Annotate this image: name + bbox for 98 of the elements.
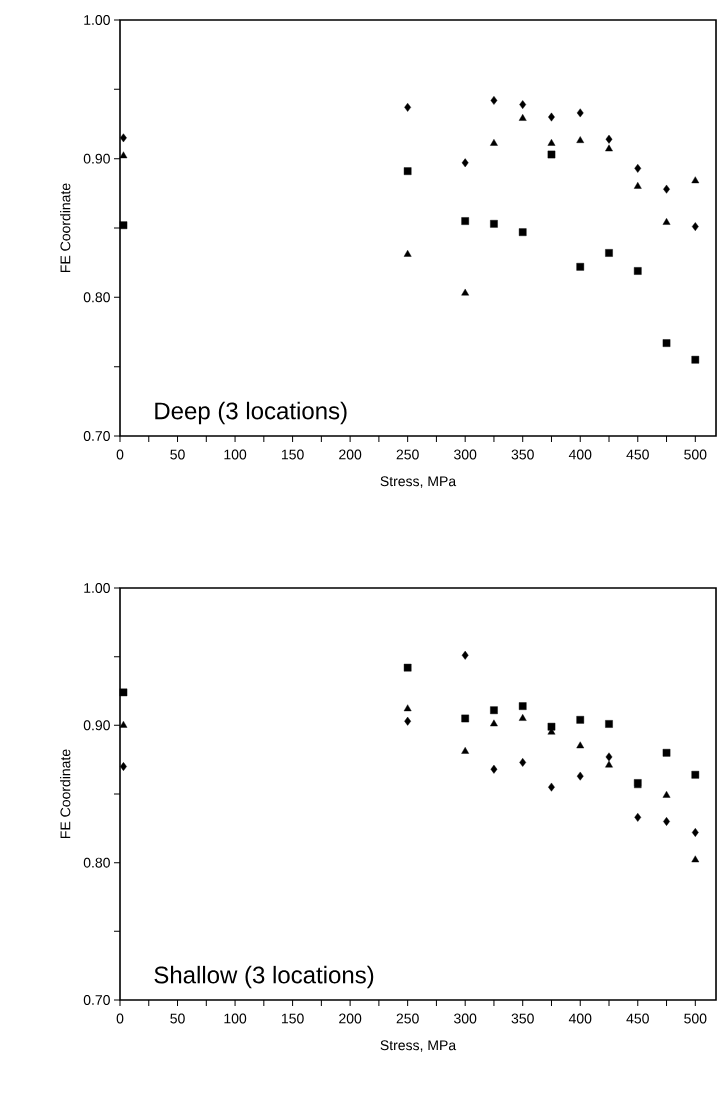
point (605, 760, 613, 768)
x-tick-label: 50 (170, 1013, 185, 1024)
y-axis-title: FE Coordinate (60, 749, 71, 838)
x-tick-label: 0 (116, 449, 124, 460)
point (119, 720, 128, 728)
point (576, 741, 585, 749)
point (461, 217, 469, 225)
point (548, 112, 555, 122)
point (662, 749, 671, 757)
y-tick-label: 0.70 (83, 995, 110, 1005)
point (576, 136, 585, 143)
x-axis-title: Stress, MPa (380, 476, 457, 488)
point (576, 771, 584, 781)
x-tick-label: 300 (454, 449, 477, 460)
point (691, 176, 700, 184)
point (663, 184, 670, 194)
annotation: Shallow (3 locations) (154, 965, 374, 989)
x-tick-label: 300 (454, 1013, 477, 1024)
x-tick-label: 500 (684, 1013, 707, 1024)
point (403, 249, 412, 257)
point (663, 817, 670, 826)
point (605, 144, 613, 152)
x-tick-label: 450 (626, 1013, 649, 1024)
point (576, 263, 585, 271)
point (547, 139, 556, 146)
y-tick-label: 0.90 (83, 720, 110, 731)
point (547, 150, 556, 159)
x-tick-label: 100 (224, 1013, 247, 1024)
y-axis-title: FE Coordinate (60, 183, 71, 272)
x-axis-title: Stress, MPa (380, 1040, 457, 1052)
point (518, 228, 527, 236)
y-tick-label: 0.80 (83, 857, 110, 868)
point (490, 96, 498, 105)
point (490, 706, 498, 715)
point (461, 714, 469, 723)
point (404, 102, 411, 112)
point (519, 758, 527, 767)
point (605, 134, 613, 144)
point (461, 747, 470, 754)
y-tick-label: 0.90 (83, 153, 110, 164)
point (605, 249, 613, 257)
point (518, 714, 527, 721)
point (633, 267, 642, 275)
x-tick-label: 350 (511, 449, 534, 460)
point (120, 133, 127, 143)
point (634, 163, 642, 173)
point (490, 139, 498, 146)
point (662, 218, 671, 225)
x-tick-label: 150 (281, 1013, 304, 1024)
point (461, 158, 469, 168)
point (119, 151, 128, 159)
point (605, 720, 613, 728)
x-tick-label: 200 (339, 449, 362, 460)
point (519, 100, 527, 109)
point (691, 770, 700, 779)
point (548, 782, 555, 792)
point (461, 650, 469, 660)
point (605, 752, 613, 762)
x-tick-label: 250 (396, 449, 419, 460)
x-tick-label: 50 (170, 449, 185, 460)
point (119, 221, 128, 230)
annotation: Deep (3 locations) (155, 401, 347, 425)
point (518, 114, 527, 121)
x-tick-label: 500 (684, 449, 707, 460)
point (119, 688, 128, 697)
point (403, 704, 412, 712)
point (404, 716, 411, 726)
point (576, 716, 585, 724)
x-tick-label: 400 (568, 1013, 592, 1024)
point (633, 181, 642, 189)
point (461, 288, 470, 296)
point (691, 355, 700, 364)
point (691, 828, 699, 837)
point (518, 702, 527, 710)
point (662, 790, 671, 798)
point (403, 663, 412, 672)
x-tick-label: 400 (568, 449, 592, 460)
point (120, 762, 127, 771)
point (691, 855, 700, 863)
point (403, 167, 412, 175)
y-tick-label: 0.80 (83, 292, 110, 303)
point (576, 108, 584, 118)
point (490, 719, 498, 727)
x-tick-label: 350 (511, 1013, 534, 1024)
x-tick-label: 100 (224, 449, 247, 460)
point (634, 812, 642, 822)
y-tick-label: 0.70 (83, 431, 110, 441)
point (662, 339, 671, 347)
y-tick-label: 1.00 (84, 583, 110, 593)
y-tick-label: 1.00 (84, 15, 110, 25)
x-tick-label: 150 (281, 449, 304, 460)
x-tick-label: 250 (396, 1013, 419, 1024)
x-tick-label: 450 (626, 449, 649, 460)
point (691, 222, 699, 231)
point (490, 764, 498, 774)
x-tick-label: 200 (339, 1013, 362, 1024)
point (490, 220, 498, 228)
x-tick-label: 0 (116, 1013, 124, 1024)
